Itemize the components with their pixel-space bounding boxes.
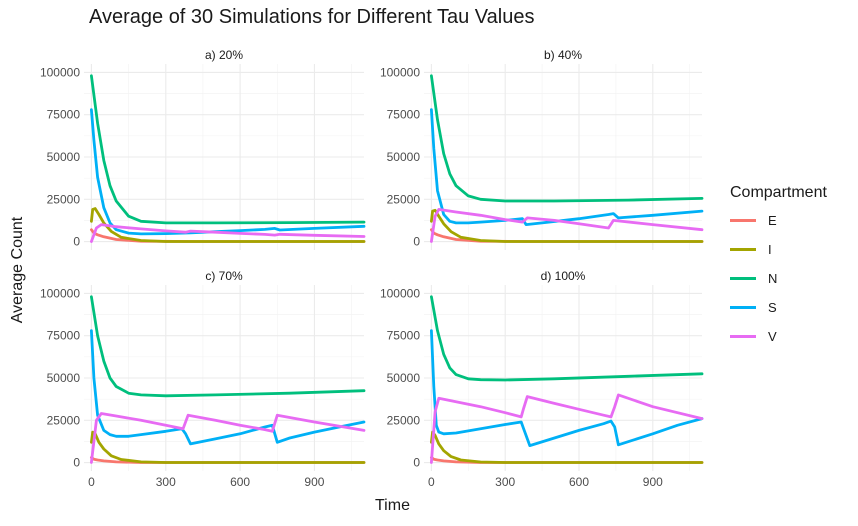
y-tick-label: 75000 [47,329,81,343]
series-line-N [429,74,704,203]
y-tick-label: 25000 [387,413,421,427]
series-line-S [90,108,366,236]
legend-item-E: E [730,211,827,240]
series-line-N [90,295,366,398]
y-tick-label: 0 [73,235,80,249]
legend-item-V: V [730,327,827,356]
series-line-I [90,207,366,243]
series-line-I [429,430,704,464]
y-tick-label: 75000 [387,108,421,122]
legend-key-I [730,248,756,251]
y-tick-label: 25000 [47,413,81,427]
y-tick-label: 100000 [380,65,420,79]
legend-item-S: S [730,298,827,327]
legend-item-N: N [730,269,827,298]
y-tick-label: 0 [413,456,420,470]
series-line-V [429,207,704,243]
panel-label: b) 40% [544,48,582,62]
x-tick-label: 600 [230,475,250,489]
series-line-I [429,208,704,243]
legend-label-E: E [768,213,777,228]
panel-label: c) 70% [205,269,243,283]
y-tick-label: 100000 [40,65,80,79]
y-tick-label: 50000 [387,371,421,385]
series-line-S [429,108,704,227]
series-line-N [90,74,366,225]
legend-key-S [730,306,756,309]
legend-label-I: I [768,242,772,257]
legend-key-E [730,219,756,222]
legend-title: Compartment [730,184,827,201]
x-tick-label: 900 [643,475,663,489]
y-tick-label: 50000 [47,150,81,164]
x-tick-label: 900 [304,475,324,489]
series-line-S [90,329,366,446]
series-line-N [429,295,704,382]
y-tick-label: 100000 [40,286,80,300]
x-tick-label: 300 [156,475,176,489]
legend-label-V: V [768,329,777,344]
chart-title: Average of 30 Simulations for Different … [89,6,535,28]
y-tick-label: 100000 [380,286,420,300]
y-tick-label: 25000 [47,192,81,206]
x-tick-label: 0 [88,475,95,489]
legend-label-S: S [768,300,777,315]
series-line-S [429,329,704,448]
series-line-V [429,393,704,464]
legend-key-V [730,335,756,338]
series-line-V [90,412,366,464]
x-tick-label: 600 [569,475,589,489]
legend-key-N [730,277,756,280]
y-tick-label: 25000 [387,192,421,206]
x-axis-label: Time [375,497,410,514]
y-tick-label: 75000 [47,108,81,122]
y-tick-label: 50000 [47,371,81,385]
series-line-V [90,223,366,243]
y-tick-label: 50000 [387,150,421,164]
x-tick-label: 0 [428,475,435,489]
y-tick-label: 0 [413,235,420,249]
panel-label: a) 20% [205,48,243,62]
panel-label: d) 100% [541,269,586,283]
y-tick-label: 0 [73,456,80,470]
x-tick-label: 300 [495,475,515,489]
legend-label-N: N [768,271,778,286]
legend-item-I: I [730,240,827,269]
y-tick-label: 75000 [387,329,421,343]
